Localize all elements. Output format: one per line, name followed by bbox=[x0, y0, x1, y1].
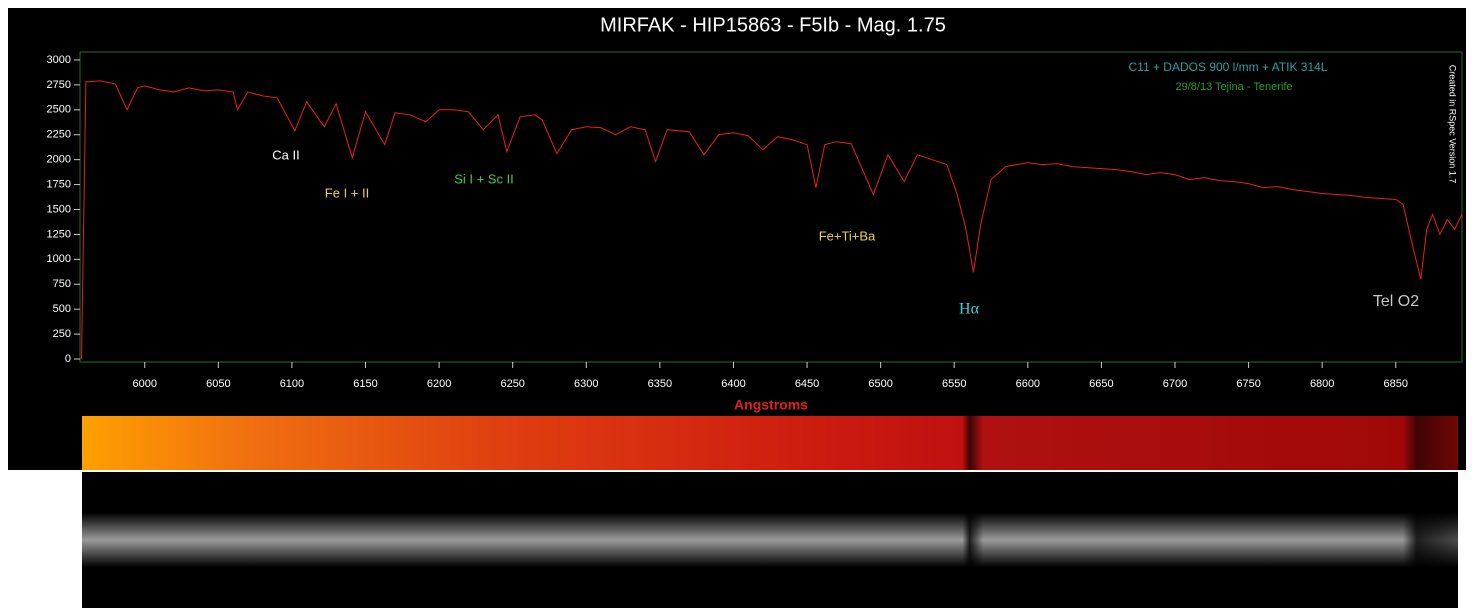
y-tick-label: 2500 bbox=[47, 104, 71, 116]
annotation: Created in RSpec Version 1.7 bbox=[1448, 65, 1458, 184]
annotation: Si I + Sc II bbox=[454, 171, 514, 186]
x-tick-label: 6200 bbox=[427, 378, 451, 390]
annotation: Fe I + II bbox=[325, 185, 369, 200]
x-tick-label: 6000 bbox=[133, 378, 157, 390]
x-tick-label: 6250 bbox=[500, 378, 524, 390]
y-tick-label: 500 bbox=[53, 303, 71, 315]
x-tick-label: 6600 bbox=[1016, 378, 1040, 390]
y-tick-label: 1250 bbox=[47, 228, 71, 240]
y-tick-label: 2250 bbox=[47, 129, 71, 141]
y-tick-label: 2000 bbox=[47, 154, 71, 166]
annotation: Hα bbox=[959, 301, 980, 318]
spectrum-image-lines bbox=[82, 472, 1458, 608]
chart-title: MIRFAK - HIP15863 - F5Ib - Mag. 1.75 bbox=[600, 14, 946, 36]
annotation: 29/8/13 Tejina - Tenerife bbox=[1175, 81, 1292, 93]
x-axis-label: Angstroms bbox=[734, 397, 808, 413]
x-tick-label: 6750 bbox=[1236, 378, 1260, 390]
x-tick-label: 6650 bbox=[1089, 378, 1113, 390]
x-tick-label: 6400 bbox=[721, 378, 745, 390]
y-tick-label: 1750 bbox=[47, 178, 71, 190]
y-tick-label: 2750 bbox=[47, 79, 71, 91]
chart: MIRFAK - HIP15863 - F5Ib - Mag. 1.75 Ang… bbox=[0, 0, 1472, 608]
x-tick-label: 6550 bbox=[942, 378, 966, 390]
annotation: C11 + DADOS 900 l/mm + ATIK 314L bbox=[1129, 60, 1328, 74]
x-tick-label: 6150 bbox=[353, 378, 377, 390]
x-tick-label: 6850 bbox=[1384, 378, 1408, 390]
y-tick-label: 3000 bbox=[47, 54, 71, 66]
x-tick-label: 6700 bbox=[1163, 378, 1187, 390]
y-tick-label: 1000 bbox=[47, 253, 71, 265]
x-tick-label: 6800 bbox=[1310, 378, 1334, 390]
x-tick-label: 6500 bbox=[868, 378, 892, 390]
x-tick-label: 6450 bbox=[795, 378, 819, 390]
y-tick-label: 750 bbox=[53, 278, 71, 290]
x-tick-label: 6300 bbox=[574, 378, 598, 390]
color-spectrum bbox=[82, 416, 1458, 470]
x-tick-label: 6050 bbox=[206, 378, 230, 390]
annotation: Fe+Ti+Ba bbox=[819, 228, 876, 243]
y-tick-label: 1500 bbox=[47, 203, 71, 215]
y-tick-label: 250 bbox=[53, 328, 71, 340]
x-tick-label: 6100 bbox=[280, 378, 304, 390]
annotation: Tel O2 bbox=[1373, 293, 1419, 310]
annotation: Ca II bbox=[272, 147, 299, 162]
y-tick-label: 0 bbox=[65, 353, 71, 365]
x-tick-label: 6350 bbox=[648, 378, 672, 390]
